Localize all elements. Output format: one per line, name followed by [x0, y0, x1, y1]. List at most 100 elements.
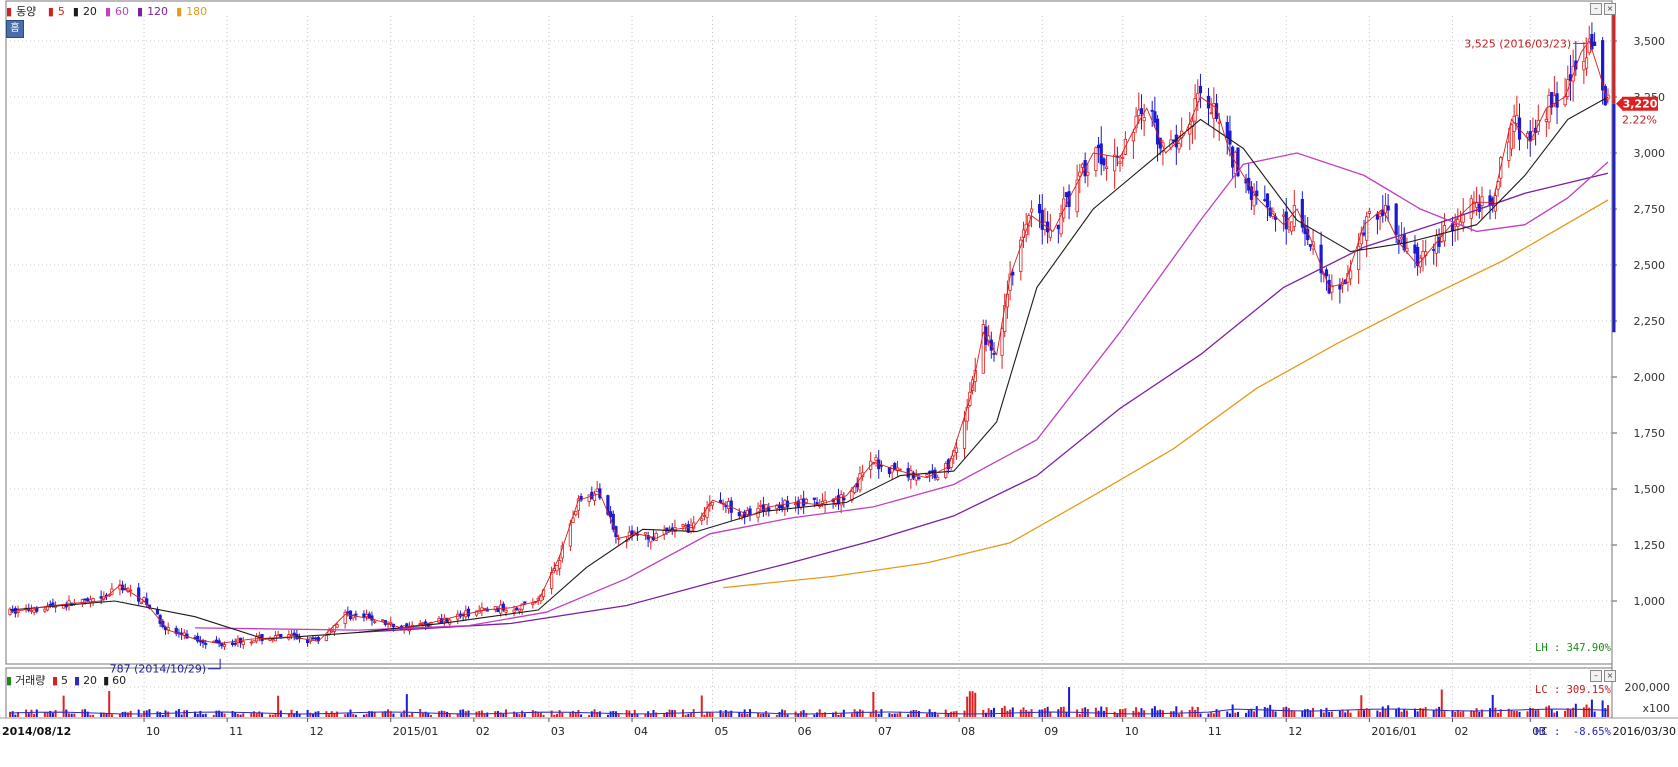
candle-body: [346, 611, 350, 614]
volume-bar: [1607, 704, 1609, 717]
volume-bar: [1043, 708, 1046, 717]
candle-body: [1198, 85, 1203, 94]
chart-canvas[interactable]: 1,000 1,250 1,500 1,750 2,000 2,250 2,500 2,750…: [0, 0, 1678, 740]
candle-body: [365, 614, 369, 617]
volume-bar: [1019, 709, 1022, 717]
volume-ma20-line: [9, 708, 1609, 715]
volume-bar: [907, 714, 910, 717]
candle-body: [1196, 93, 1200, 103]
candle-body: [370, 615, 374, 621]
candle-body: [230, 642, 235, 645]
range-stats: LH : 347.90% LC : 309.15% HC : -8.65%: [1535, 613, 1611, 767]
volume-bar: [1309, 710, 1312, 717]
candle-body: [249, 641, 253, 644]
candle-body: [517, 608, 522, 612]
volume-bar: [706, 711, 709, 717]
volume-bar: [596, 711, 599, 717]
volume-bar: [218, 710, 221, 717]
volume-bar: [644, 713, 647, 717]
volume-bar: [1027, 711, 1030, 717]
volume-bar: [757, 712, 760, 717]
candle-body: [643, 532, 648, 535]
volume-bar: [1266, 707, 1269, 717]
candle-body: [29, 609, 34, 612]
volume-bar: [1416, 711, 1419, 717]
volume-bar: [1480, 709, 1483, 717]
y-tick-label: 3,000: [1634, 147, 1666, 160]
candle-body: [1437, 237, 1441, 247]
volume-bar: [1135, 707, 1138, 717]
candle-body: [925, 474, 929, 477]
home-icon[interactable]: 홈: [6, 20, 24, 38]
volume-bar: [110, 714, 113, 717]
candle-body: [466, 608, 471, 617]
candle-body: [32, 609, 36, 613]
volume-bar: [1011, 707, 1014, 717]
candle-body: [1105, 166, 1109, 169]
volume-bar: [513, 711, 516, 717]
volume-bar: [1100, 706, 1103, 717]
volume-bar: [140, 714, 143, 717]
candle-body: [1308, 244, 1312, 247]
volume-bar: [212, 714, 215, 717]
x-tick-label: 02: [1454, 725, 1468, 738]
volume-bar: [252, 711, 255, 717]
volume-bar: [196, 713, 199, 717]
volume-bar: [1529, 707, 1532, 717]
volume-bar: [35, 709, 38, 717]
legend-item-label: 20: [82, 5, 97, 18]
volume-bar: [250, 713, 253, 717]
minimize-icon[interactable]: –: [1590, 3, 1602, 15]
candle-body: [1394, 203, 1398, 235]
volume-bar: [108, 691, 111, 717]
candle-body: [214, 639, 219, 643]
y-tick-label: 3,500: [1634, 35, 1666, 48]
volume-bar: [1494, 707, 1497, 717]
volume-bar: [49, 710, 52, 717]
candle-body: [700, 518, 704, 522]
volume-bar: [1381, 706, 1384, 717]
legend-item-ma60: ▮ 60: [104, 5, 129, 18]
volume-bar: [1304, 709, 1307, 717]
candle-body: [1134, 115, 1138, 129]
volume-bar: [199, 710, 202, 717]
candle-body: [1330, 284, 1334, 293]
volume-bar: [655, 712, 658, 717]
volume-bar: [167, 711, 170, 717]
volume-minimize-icon[interactable]: –: [1590, 670, 1602, 682]
candle-body: [917, 477, 921, 480]
volume-bar: [231, 711, 234, 717]
volume-close-icon[interactable]: ×: [1604, 670, 1616, 682]
volume-bar: [1537, 709, 1540, 717]
candle-body: [981, 324, 985, 374]
volume-bar: [1531, 708, 1534, 717]
volume-bar: [1049, 711, 1052, 717]
volume-bar: [180, 714, 183, 717]
volume-bar: [11, 711, 14, 717]
volume-legend-item-label: 5: [61, 674, 68, 687]
candle-body: [1078, 171, 1082, 177]
candle-body: [740, 514, 744, 517]
volume-bar: [1472, 710, 1475, 717]
close-icon[interactable]: ×: [1604, 3, 1616, 15]
volume-bar: [925, 713, 928, 717]
volume-bar: [947, 713, 950, 717]
volume-bar: [572, 710, 575, 717]
volume-bar: [515, 713, 518, 717]
volume-bar: [1207, 713, 1210, 717]
volume-bar: [767, 714, 770, 717]
candle-body: [1507, 141, 1511, 161]
candle-body: [1488, 195, 1492, 206]
volume-bar: [330, 711, 333, 717]
volume-bar: [1507, 708, 1510, 717]
volume-bar: [1491, 694, 1494, 717]
candle-body: [241, 641, 245, 645]
candle-body: [1080, 163, 1085, 168]
volume-bar: [1228, 713, 1231, 717]
candle-body: [852, 486, 857, 493]
volume-bar: [1397, 707, 1400, 717]
candle-body: [1338, 284, 1342, 290]
volume-bar: [400, 713, 403, 717]
volume-bar: [588, 714, 591, 717]
x-tick-label: 2015/01: [393, 725, 439, 738]
